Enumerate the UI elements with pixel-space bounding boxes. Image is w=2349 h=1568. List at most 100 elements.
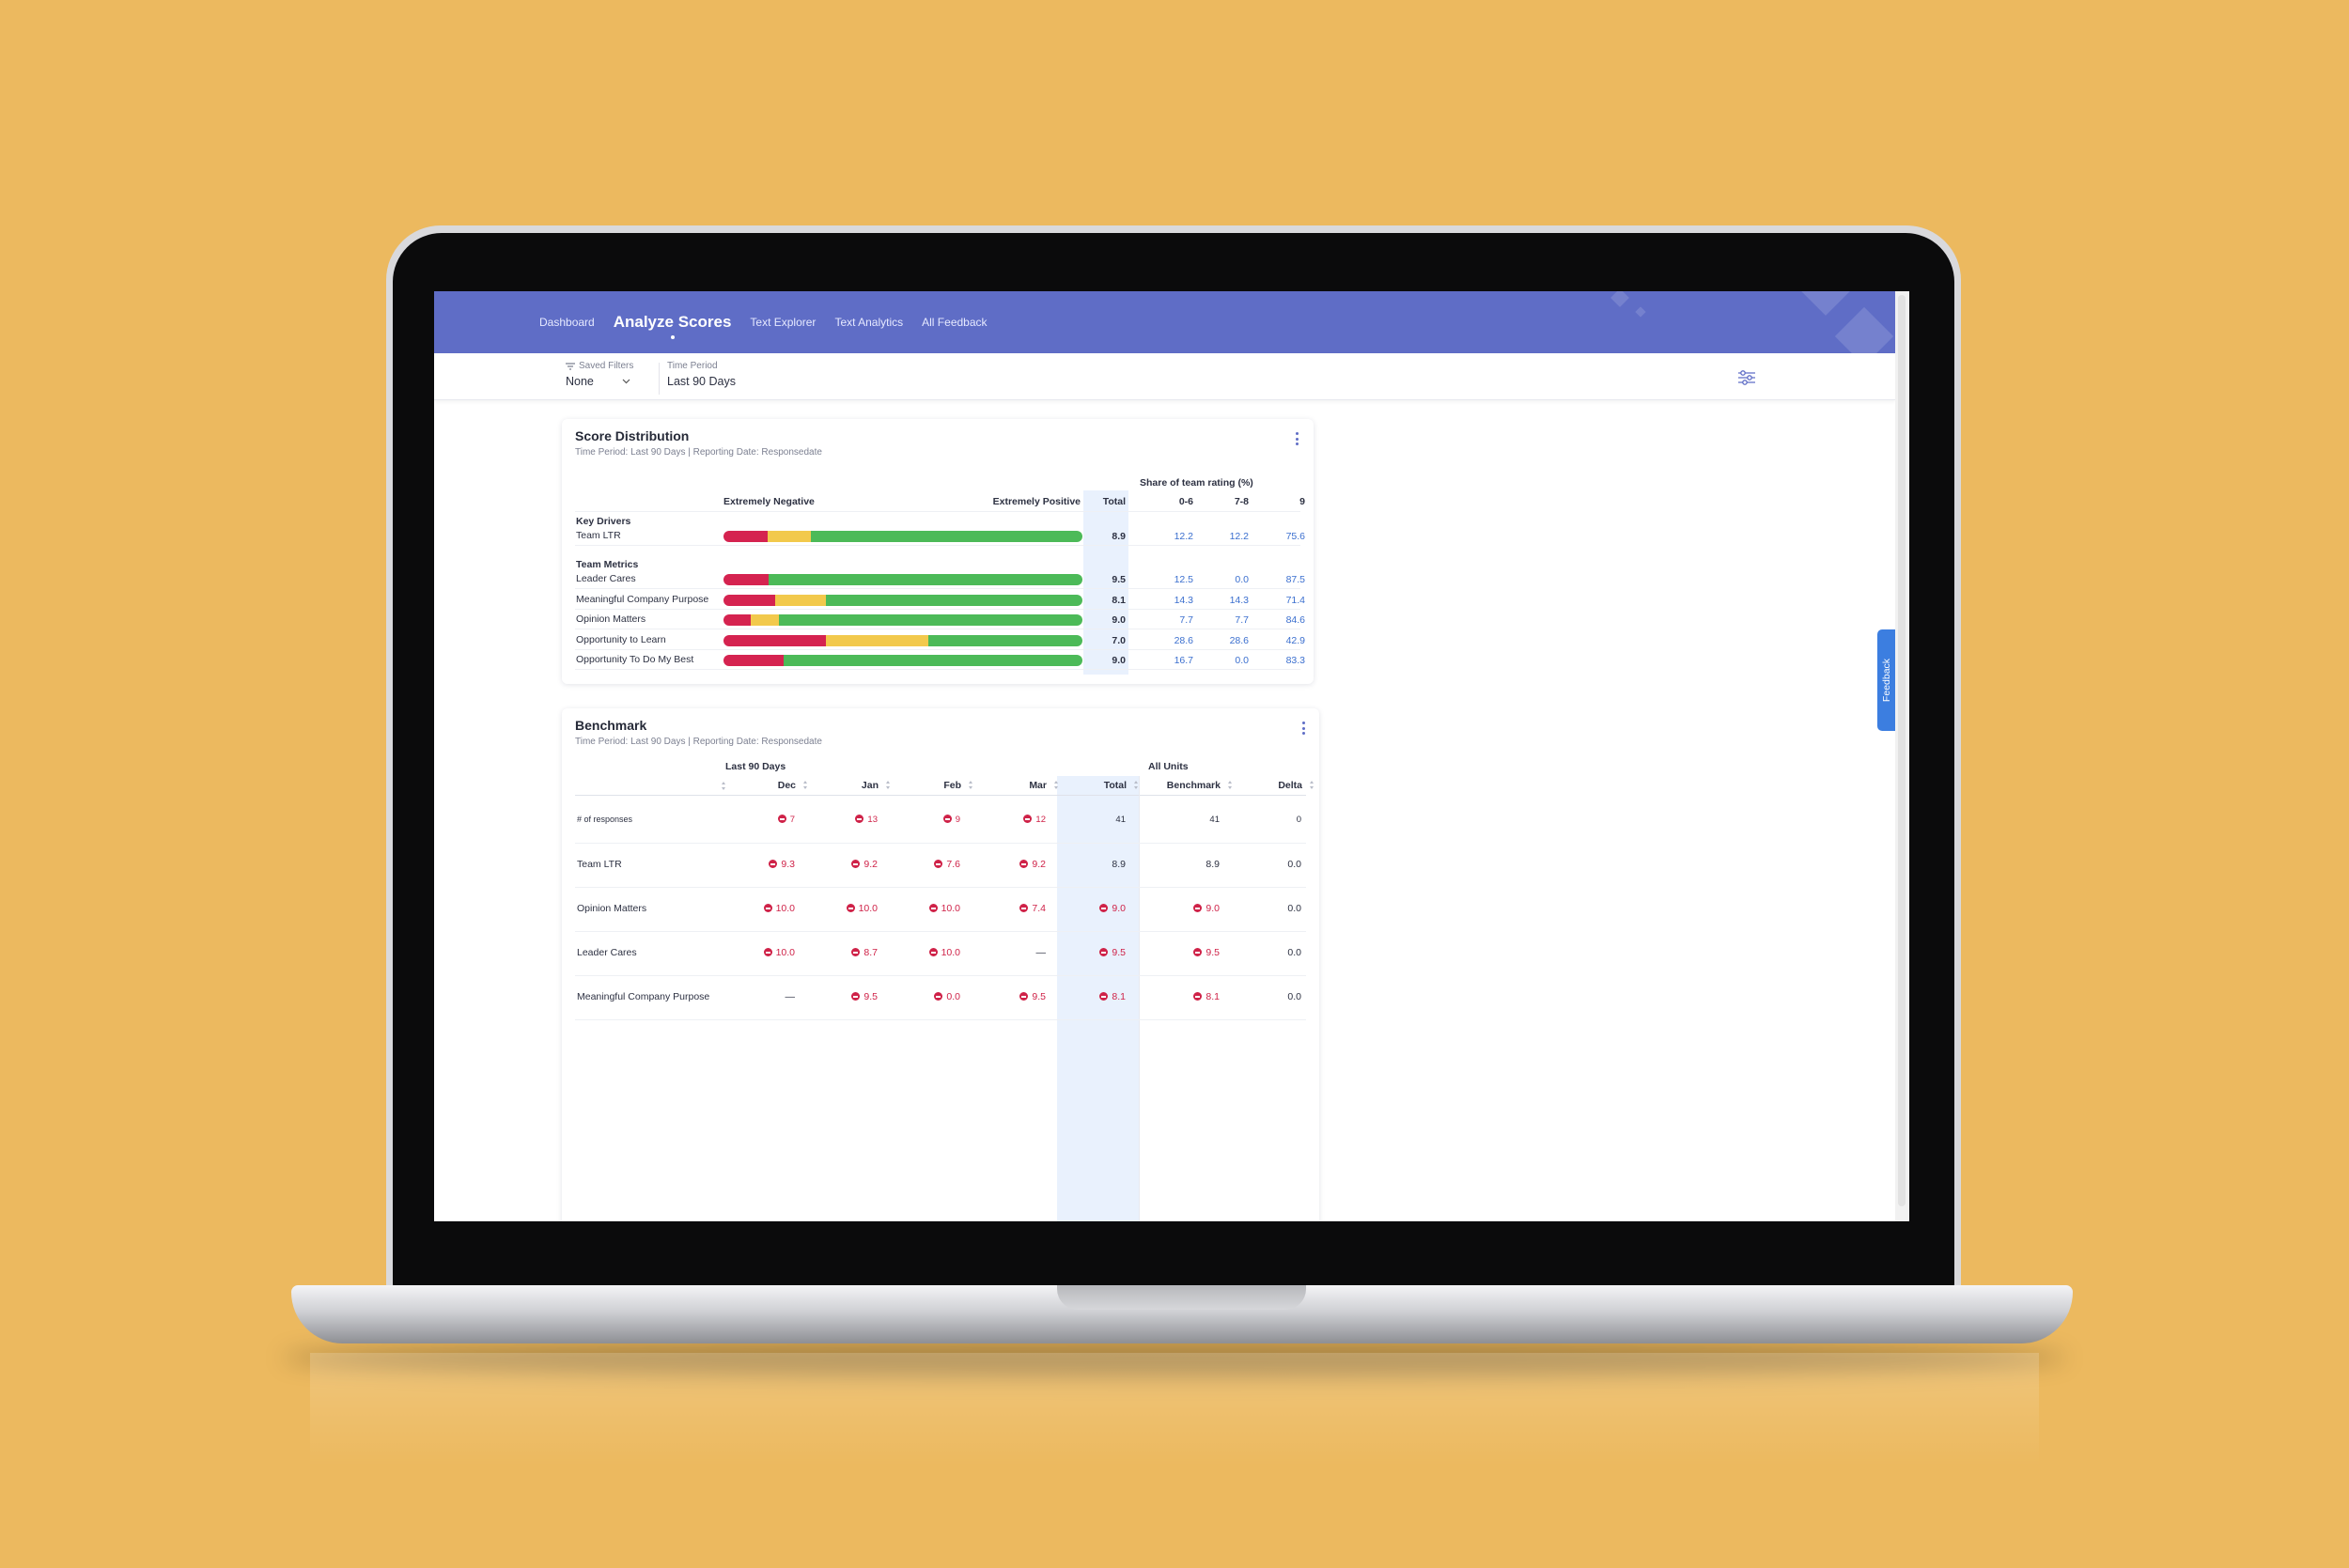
time-period-dropdown[interactable]: Time Period Last 90 Days	[667, 361, 736, 388]
cell-c9[interactable]: 75.6	[1285, 531, 1305, 542]
nav-item-text-explorer[interactable]: Text Explorer	[750, 316, 817, 329]
cell-c06[interactable]: 28.6	[1174, 635, 1193, 646]
filter-bar: Saved Filters None Time Period Last 90 D…	[434, 353, 1895, 400]
extremely-positive-label: Extremely Positive	[992, 496, 1081, 507]
cell-c78[interactable]: 0.0	[1235, 655, 1249, 666]
chevron-down-icon	[622, 379, 630, 384]
laptop-reflection	[310, 1353, 2039, 1466]
row-label: Leader Cares	[577, 947, 637, 958]
nav-item-all-feedback[interactable]: All Feedback	[922, 316, 988, 329]
below-benchmark-icon	[934, 860, 943, 868]
cell-c9[interactable]: 42.9	[1285, 635, 1305, 646]
nav-item-analyze-scores[interactable]: Analyze Scores	[613, 313, 732, 339]
feedback-tab-label: Feedback	[1880, 658, 1892, 703]
cell-jan: 9.2	[851, 859, 878, 870]
below-benchmark-icon	[851, 860, 861, 868]
table-row[interactable]: Opportunity to Learn 7.0 28.6 28.6 42.9	[562, 630, 1314, 650]
column-header-c78: 7-8	[1234, 496, 1249, 507]
table-row[interactable]: Team LTR 9.3 9.2 7.6 9.2 8.9 8.9 0.0	[562, 846, 1319, 891]
cell-delta: 0.0	[1287, 859, 1301, 870]
table-row[interactable]: Opinion Matters 10.0 10.0 10.0 7.4 9.0 9.0 0.0	[562, 891, 1319, 935]
cell-c06[interactable]: 16.7	[1174, 655, 1193, 666]
sliders-icon[interactable]	[1737, 368, 1756, 387]
row-label: Leader Cares	[576, 573, 636, 584]
cell-total: 8.1	[1099, 991, 1126, 1002]
distribution-bar	[723, 531, 1082, 542]
row-label: Opportunity To Do My Best	[576, 654, 694, 665]
below-benchmark-icon	[1193, 948, 1203, 956]
column-header-mar[interactable]: Mar	[1029, 780, 1059, 791]
time-period-label: Time Period	[667, 361, 718, 371]
cell-c78[interactable]: 28.6	[1229, 635, 1249, 646]
cell-c06[interactable]: 12.5	[1174, 574, 1193, 585]
saved-filters-value: None	[566, 375, 594, 388]
below-benchmark-icon	[777, 815, 786, 823]
table-row[interactable]: # of responses 7 13 9 12 41 41 0	[562, 802, 1319, 846]
bar-segment-pos	[928, 635, 1082, 646]
cell-total: 8.9	[1112, 859, 1126, 870]
group-label-team-metrics: Team Metrics	[576, 559, 639, 570]
table-row[interactable]: Opportunity To Do My Best 9.0 16.7 0.0 83.3	[562, 650, 1314, 670]
cell-c9[interactable]: 87.5	[1285, 574, 1305, 585]
cell-c06[interactable]: 12.2	[1174, 531, 1193, 542]
cell-c9[interactable]: 71.4	[1285, 595, 1305, 606]
column-header-delta[interactable]: Delta	[1278, 780, 1315, 791]
cell-benchmark: 9.0	[1193, 903, 1220, 914]
row-label: Team LTR	[576, 530, 621, 541]
bar-segment-pos	[811, 531, 1082, 542]
table-row[interactable]: Leader Cares 9.5 12.5 0.0 87.5	[562, 569, 1314, 589]
below-benchmark-icon	[934, 992, 943, 1001]
sort-icon[interactable]	[1228, 781, 1233, 789]
column-header-jan[interactable]: Jan	[862, 780, 891, 791]
cell-c06[interactable]: 14.3	[1174, 595, 1193, 606]
below-benchmark-icon	[1023, 815, 1033, 823]
table-row[interactable]: Opinion Matters 9.0 7.7 7.7 84.6	[562, 610, 1314, 629]
cell-c9[interactable]: 84.6	[1285, 614, 1305, 626]
cell-jan: 8.7	[851, 947, 878, 958]
sort-icon[interactable]	[722, 782, 726, 790]
more-options-icon[interactable]	[1291, 430, 1302, 447]
nav-item-text-analytics[interactable]: Text Analytics	[834, 316, 904, 329]
sort-icon[interactable]	[1134, 781, 1139, 789]
row-label: Meaningful Company Purpose	[576, 594, 709, 605]
sort-icon[interactable]	[1310, 781, 1315, 789]
filter-divider	[659, 363, 660, 395]
cell-c9[interactable]: 83.3	[1285, 655, 1305, 666]
cell-c78[interactable]: 0.0	[1235, 574, 1249, 585]
column-header-benchmark[interactable]: Benchmark	[1167, 780, 1233, 791]
cell-c78[interactable]: 14.3	[1229, 595, 1249, 606]
cell-c78[interactable]: 7.7	[1235, 614, 1249, 626]
page-scrollbar[interactable]	[1895, 291, 1909, 1221]
sort-icon[interactable]	[886, 781, 891, 789]
table-row[interactable]: Meaningful Company Purpose — 9.5 0.0 9.5 8.1 8…	[562, 979, 1319, 1023]
saved-filters-dropdown[interactable]: Saved Filters None	[566, 361, 633, 388]
cell-mar: 9.5	[1019, 991, 1046, 1002]
cell-benchmark: 8.9	[1206, 859, 1220, 870]
bar-segment-neg	[723, 635, 827, 646]
table-row[interactable]: Leader Cares 10.0 8.7 10.0 — 9.5 9.5 0.0	[562, 935, 1319, 979]
below-benchmark-icon	[855, 815, 864, 823]
column-header-total[interactable]: Total	[1104, 780, 1139, 791]
cell-delta: 0.0	[1287, 903, 1301, 914]
table-row[interactable]: Meaningful Company Purpose 8.1 14.3 14.3 71.…	[562, 590, 1314, 610]
cell-c78[interactable]: 12.2	[1229, 531, 1249, 542]
sort-icon[interactable]	[803, 781, 808, 789]
extremely-negative-label: Extremely Negative	[723, 496, 815, 507]
group-header-period: Last 90 Days	[725, 761, 786, 772]
column-header-feb[interactable]: Feb	[943, 780, 973, 791]
column-header-dec[interactable]: Dec	[778, 780, 808, 791]
sort-icon[interactable]	[1054, 781, 1059, 789]
cell-c06[interactable]: 7.7	[1179, 614, 1193, 626]
saved-filters-label: Saved Filters	[579, 361, 634, 371]
below-benchmark-icon	[851, 992, 861, 1001]
app-header: Dashboard Analyze Scores Text Explorer Text…	[434, 291, 1895, 353]
sort-icon[interactable]	[969, 781, 973, 789]
bar-segment-neg	[723, 614, 752, 626]
below-benchmark-icon	[1193, 992, 1203, 1001]
feedback-tab[interactable]: Feedback	[1877, 629, 1895, 731]
cell-dec: 10.0	[763, 947, 795, 958]
more-options-icon[interactable]	[1298, 720, 1309, 737]
cell-total: 9.0	[1112, 655, 1126, 666]
nav-item-dashboard[interactable]: Dashboard	[539, 316, 595, 329]
table-row[interactable]: Team LTR 8.9 12.2 12.2 75.6	[562, 526, 1314, 546]
